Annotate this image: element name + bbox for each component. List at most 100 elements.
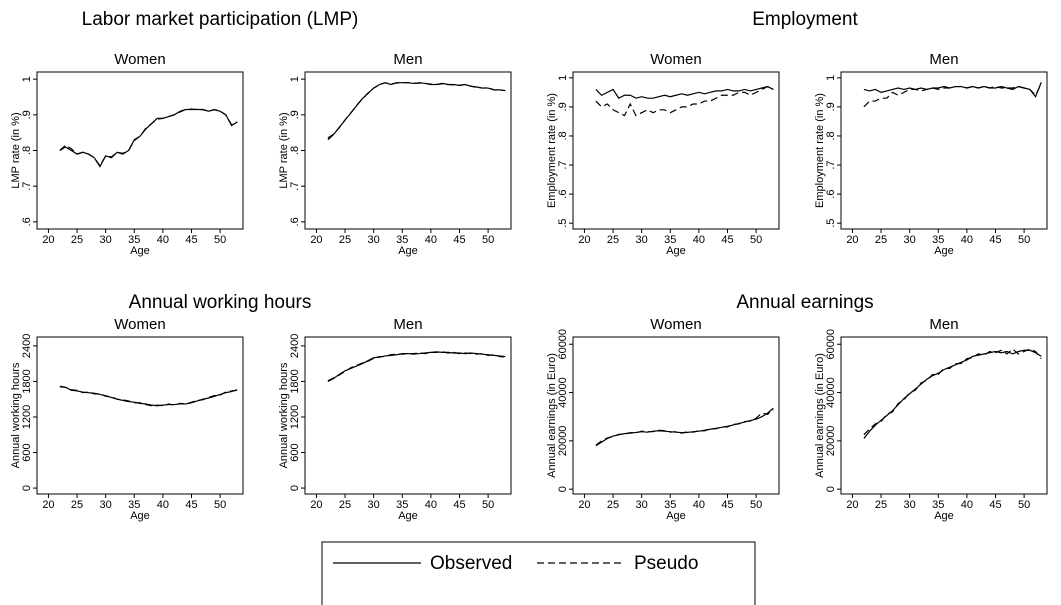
panel-title: Women: [650, 51, 701, 68]
y-tick-label: .8: [557, 131, 569, 140]
x-tick-label: 45: [989, 234, 1001, 246]
x-tick-label: 20: [310, 499, 322, 511]
legend: Observed Pseudo: [321, 541, 756, 605]
x-tick-label: 40: [425, 234, 437, 246]
series-line: [595, 85, 774, 99]
panel-title: Men: [929, 51, 958, 68]
group-title: Labor market participation (LMP): [82, 9, 359, 30]
x-tick-label: 35: [128, 499, 140, 511]
series-line: [863, 83, 1042, 108]
group-title: Employment: [752, 9, 858, 30]
plot-frame: [36, 71, 244, 230]
y-tick-label: .9: [557, 102, 569, 111]
x-tick-label: 30: [100, 499, 112, 511]
series-line: [327, 82, 506, 139]
panel-title: Women: [114, 51, 165, 68]
x-tick-label: 50: [750, 499, 762, 511]
group-title: Annual working hours: [129, 292, 312, 313]
plot-frame: [304, 336, 512, 495]
x-axis-label: Age: [130, 245, 150, 257]
series-line: [863, 349, 1042, 439]
plot-frame: [36, 336, 244, 495]
y-axis-label: Employment rate (in %): [546, 93, 558, 208]
x-tick-label: 35: [664, 234, 676, 246]
x-tick-label: 20: [42, 234, 54, 246]
x-tick-label: 40: [961, 234, 973, 246]
group-title: Annual earnings: [736, 292, 873, 313]
x-tick-label: 45: [721, 234, 733, 246]
x-tick-label: 30: [904, 499, 916, 511]
plot-frame: [572, 336, 780, 495]
x-tick-label: 40: [157, 234, 169, 246]
x-tick-label: 30: [636, 234, 648, 246]
y-tick-label: 20000: [557, 426, 569, 457]
y-tick-label: 1800: [289, 369, 301, 393]
legend-label: Observed: [430, 553, 512, 574]
y-tick-label: 0: [289, 485, 301, 491]
x-tick-label: 50: [214, 234, 226, 246]
y-axis-label: Annual working hours: [10, 362, 22, 468]
x-tick-label: 35: [932, 234, 944, 246]
y-tick-label: 2400: [21, 334, 33, 358]
y-tick-label: 20000: [825, 426, 837, 457]
series-line: [863, 348, 1042, 436]
y-tick-label: .6: [557, 190, 569, 199]
y-tick-label: .5: [557, 219, 569, 228]
y-axis-label: Annual earnings (in Euro): [546, 353, 558, 478]
series-line: [59, 108, 238, 167]
y-tick-label: .8: [289, 146, 301, 155]
x-tick-label: 45: [989, 499, 1001, 511]
x-tick-label: 50: [214, 499, 226, 511]
plot-frame: [572, 71, 780, 230]
x-tick-label: 20: [578, 234, 590, 246]
x-tick-label: 50: [1018, 234, 1030, 246]
panel-title: Men: [393, 51, 422, 68]
y-tick-label: 1800: [21, 369, 33, 393]
x-tick-label: 40: [961, 499, 973, 511]
plot-frame: [840, 336, 1048, 495]
x-tick-label: 40: [425, 499, 437, 511]
y-tick-label: 2400: [289, 334, 301, 358]
y-tick-label: .7: [289, 182, 301, 191]
y-tick-label: 1200: [21, 405, 33, 429]
y-tick-label: 600: [289, 443, 301, 461]
y-tick-label: 0: [21, 485, 33, 491]
series-line: [327, 351, 506, 382]
x-tick-label: 30: [368, 499, 380, 511]
y-tick-label: 0: [557, 486, 569, 492]
x-axis-label: Age: [666, 245, 686, 257]
x-axis-label: Age: [934, 245, 954, 257]
y-axis-label: Annual earnings (in Euro): [814, 353, 826, 478]
x-tick-label: 50: [750, 234, 762, 246]
y-tick-label: .6: [289, 217, 301, 226]
series-line: [59, 108, 238, 168]
y-tick-label: 1200: [289, 405, 301, 429]
x-tick-label: 45: [185, 499, 197, 511]
x-axis-label: Age: [398, 245, 418, 257]
x-tick-label: 30: [368, 234, 380, 246]
y-tick-label: 60000: [825, 329, 837, 360]
x-tick-label: 50: [482, 234, 494, 246]
y-tick-label: .9: [825, 102, 837, 111]
x-tick-label: 40: [693, 499, 705, 511]
x-tick-label: 25: [607, 234, 619, 246]
x-tick-label: 20: [310, 234, 322, 246]
x-tick-label: 50: [1018, 499, 1030, 511]
panel-title: Women: [114, 316, 165, 333]
x-tick-label: 25: [339, 499, 351, 511]
series-line: [327, 351, 506, 382]
y-tick-label: .6: [825, 190, 837, 199]
x-axis-label: Age: [934, 510, 954, 522]
y-tick-label: .5: [825, 219, 837, 228]
x-tick-label: 20: [846, 234, 858, 246]
legend-box: [321, 541, 756, 605]
panel-title: Men: [393, 316, 422, 333]
y-tick-label: .8: [825, 131, 837, 140]
x-tick-label: 45: [185, 234, 197, 246]
y-tick-label: 1: [557, 75, 569, 81]
y-tick-label: 1: [21, 76, 33, 82]
x-tick-label: 25: [71, 499, 83, 511]
series-line: [595, 409, 774, 446]
y-tick-label: .7: [21, 182, 33, 191]
